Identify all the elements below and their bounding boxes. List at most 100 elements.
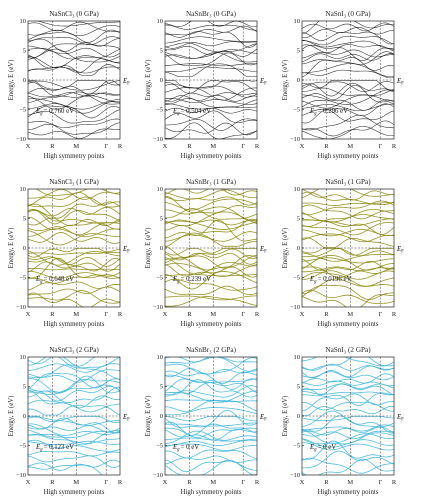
band-line: [165, 407, 257, 416]
y-tick-label: 10: [294, 354, 301, 361]
band-line: [302, 22, 394, 32]
fermi-level-label: EF: [259, 414, 267, 423]
band-line: [302, 21, 394, 35]
fermi-level-label: EF: [396, 78, 404, 87]
band-line: [165, 455, 257, 465]
band-line: [302, 371, 394, 381]
band-line: [302, 266, 394, 279]
band-gap-label: Eg= 0.0196 eV: [309, 276, 352, 285]
y-tick-label: 10: [157, 18, 164, 25]
band-line: [302, 214, 394, 227]
band-line: [28, 357, 120, 369]
band-line: [302, 222, 394, 236]
band-line: [28, 415, 120, 423]
band-line: [165, 459, 257, 475]
fermi-level-label: EF: [396, 246, 404, 255]
band-line: [302, 39, 394, 49]
x-tick-label: Γ: [241, 479, 245, 486]
x-tick-label: M: [347, 143, 353, 150]
band-line: [165, 378, 257, 392]
band-panel: NaSnBr₃ (1 GPa) −10 −5 0 5 10 Energy, E (eV) X R…: [145, 178, 267, 328]
band-line: [165, 285, 257, 296]
band-line: [28, 80, 120, 95]
band-line: [28, 230, 120, 246]
band-line: [302, 380, 394, 387]
fermi-level-label: EF: [122, 414, 130, 423]
band-line: [165, 36, 257, 44]
band-line: [28, 98, 120, 110]
band-line: [302, 189, 394, 201]
band-line: [165, 370, 257, 385]
band-line: [302, 114, 394, 131]
x-tick-label: M: [73, 479, 79, 486]
band-line: [28, 247, 120, 258]
y-tick-label: −10: [16, 304, 26, 311]
band-line: [28, 209, 120, 225]
x-tick-label: X: [163, 479, 168, 486]
band-line: [302, 294, 394, 307]
band-line: [165, 409, 257, 428]
band-line: [165, 122, 257, 136]
band-panel: NaSnCl₃ (1 GPa) −10 −5 0 5 10 Energy, E (eV) X R…: [8, 178, 130, 328]
x-tick-label: R: [392, 143, 397, 150]
band-line: [28, 48, 120, 63]
band-line: [302, 69, 394, 79]
band-line: [302, 81, 394, 92]
band-line: [28, 95, 120, 110]
band-line: [302, 126, 394, 139]
band-line: [165, 24, 257, 31]
band-line: [28, 257, 120, 279]
band-line: [28, 80, 120, 91]
band-line: [165, 422, 257, 427]
y-axis-label: Energy, E (eV): [8, 228, 15, 269]
y-tick-label: 0: [297, 413, 300, 420]
band-line: [302, 209, 394, 223]
y-tick-label: 0: [297, 77, 300, 84]
y-tick-label: −10: [153, 136, 163, 143]
band-line: [28, 45, 120, 58]
band-line: [28, 357, 96, 367]
band-line: [302, 442, 394, 451]
band-line: [28, 196, 120, 208]
band-line: [302, 103, 394, 112]
fermi-level-label: EF: [122, 78, 130, 87]
band-line: [165, 80, 257, 89]
band-panel: NaSnCl₃ (0 GPa) −10 −5 0 5 10 Energy, E (eV) X R…: [8, 10, 130, 160]
band-line: [165, 206, 257, 222]
y-tick-label: 10: [20, 354, 27, 361]
band-line: [28, 434, 120, 444]
band-line: [165, 415, 257, 422]
band-line: [28, 43, 120, 59]
y-tick-label: 5: [160, 48, 163, 55]
band-panel: NaSnI₃ (2 GPa) −10 −5 0 5 10 Energy, E (eV) X R M…: [282, 346, 404, 496]
panel-title: NaSnI₃ (2 GPa): [325, 346, 371, 354]
band-line: [165, 379, 257, 398]
y-tick-label: 5: [23, 384, 26, 391]
band-line: [28, 232, 120, 244]
x-tick-label: R: [255, 143, 260, 150]
band-line: [165, 196, 257, 206]
panel-title: NaSnBr₃ (2 GPa): [186, 346, 237, 354]
x-tick-label: R: [324, 479, 329, 486]
band-gap-label: Eg= 0 eV: [309, 444, 336, 453]
band-line: [302, 426, 394, 436]
band-line: [302, 272, 394, 287]
y-axis-label: Energy, E (eV): [282, 396, 289, 437]
band-line: [28, 372, 120, 390]
band-line: [302, 94, 394, 109]
band-panel: NaSnBr₃ (0 GPa) −10 −5 0 5 10 Energy, E (eV) X R…: [145, 10, 267, 160]
band-line: [302, 204, 394, 220]
band-lines: [302, 357, 394, 475]
band-line: [165, 399, 257, 403]
band-line: [28, 122, 120, 135]
x-tick-label: X: [26, 143, 31, 150]
y-tick-label: −5: [19, 275, 26, 282]
y-axis-label: Energy, E (eV): [145, 396, 152, 437]
x-axis-label: High symmetry points: [44, 321, 105, 328]
band-line: [302, 63, 394, 77]
band-lines: [302, 21, 394, 139]
x-axis-label: High symmetry points: [181, 321, 242, 328]
band-line: [28, 257, 120, 272]
band-line: [165, 31, 257, 48]
